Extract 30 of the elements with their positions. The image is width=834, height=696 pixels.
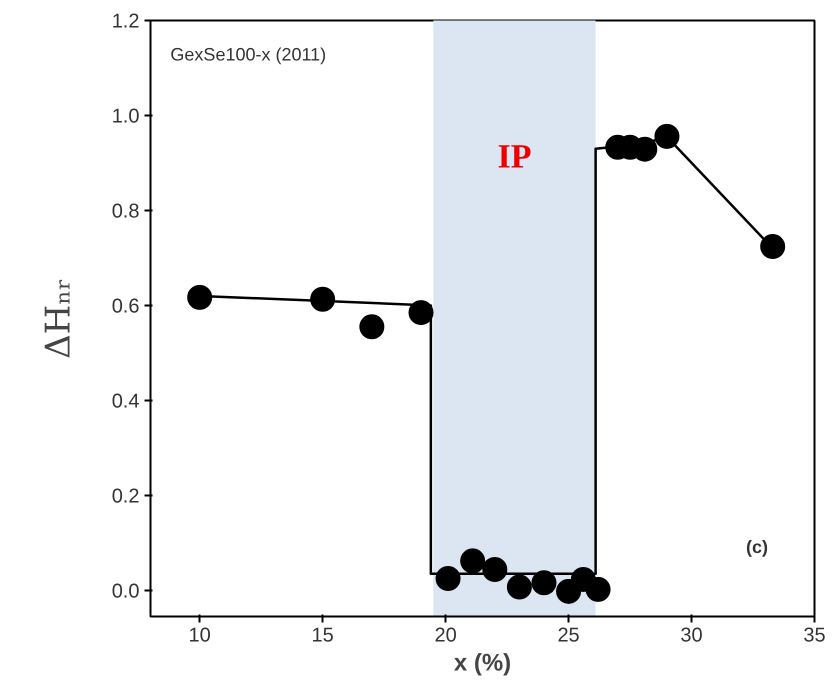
point — [654, 124, 680, 149]
y-tick-label: 1.0 — [112, 105, 140, 128]
annotation: GexSe100-x (2011) — [170, 44, 326, 64]
x-tick-label: 30 — [680, 624, 703, 646]
point — [408, 300, 434, 326]
x-tick-label: 25 — [557, 624, 580, 646]
y-tick-label: 0.8 — [112, 200, 140, 222]
annotation: (c) — [746, 536, 768, 557]
band-label: IP — [497, 138, 532, 176]
y-tick-label: 0.0 — [112, 580, 140, 602]
point — [460, 548, 486, 574]
y-tick-label: 0.2 — [112, 485, 140, 508]
x-tick-label: 35 — [803, 624, 826, 646]
y-axis-title: ΔHₙᵣ — [38, 278, 79, 359]
x-axis-title: x (%) — [454, 650, 512, 676]
point — [506, 574, 532, 600]
y-tick-label: 0.6 — [112, 295, 140, 318]
point — [531, 570, 556, 596]
x-tick-label: 15 — [312, 624, 334, 646]
x-tick-label: 20 — [434, 624, 457, 646]
y-tick-label: 0.4 — [112, 390, 140, 412]
point — [310, 286, 336, 312]
point — [187, 284, 212, 310]
x-tick-label: 10 — [188, 624, 211, 646]
point — [482, 557, 508, 582]
point — [760, 234, 786, 260]
point — [586, 576, 611, 602]
y-tick-label: 1.2 — [112, 10, 140, 32]
point — [436, 566, 461, 591]
point — [359, 314, 384, 340]
